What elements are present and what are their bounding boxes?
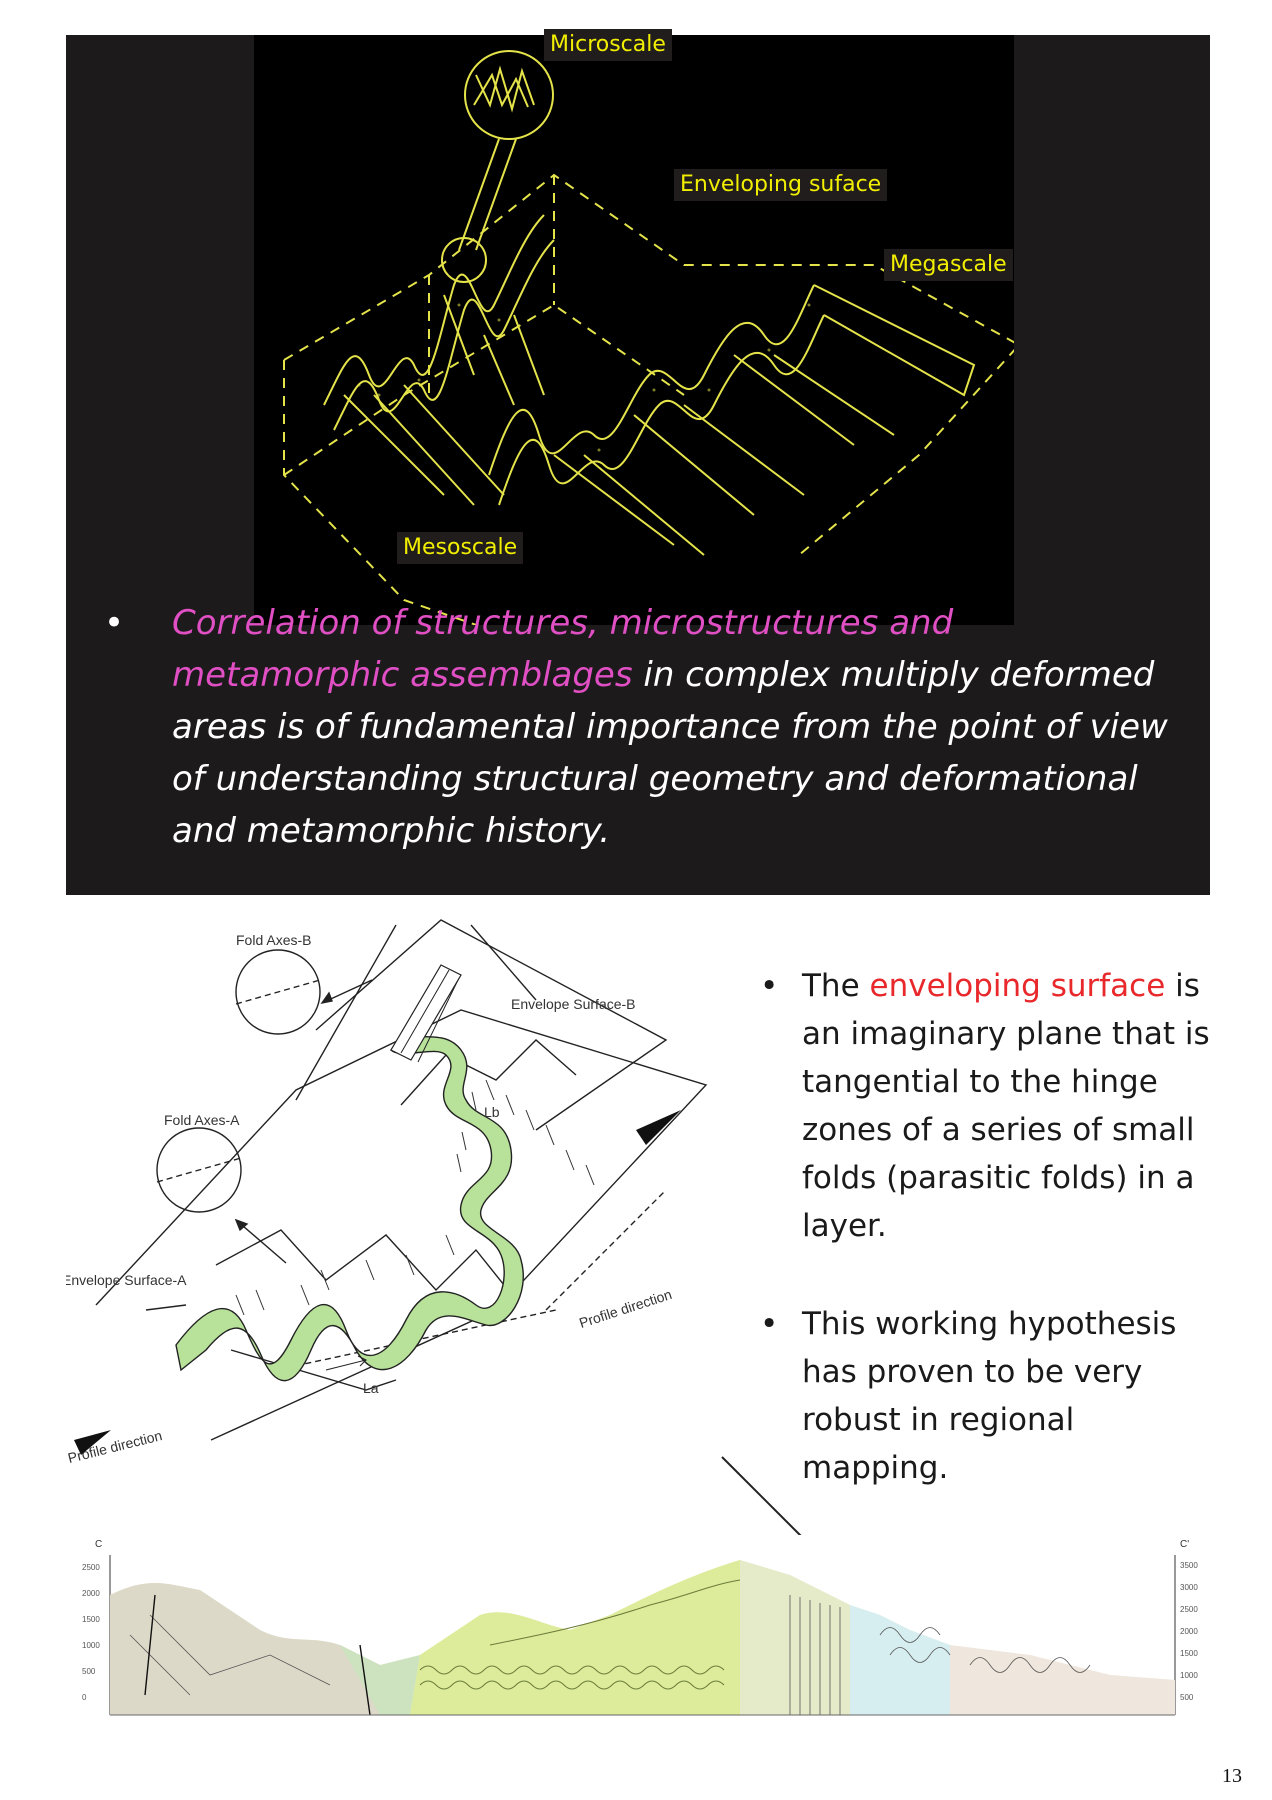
top-panel: Microscale Enveloping suface Megascale M… bbox=[66, 29, 1210, 895]
megascale-label: Megascale bbox=[884, 249, 1013, 281]
envelope-surface-a-label: Envelope Surface-A bbox=[66, 1272, 187, 1288]
left-elevation-axis: 2500 2000 1500 1000 500 0 bbox=[82, 1563, 100, 1702]
correlation-bullet: • Correlation of structures, microstruct… bbox=[104, 597, 1184, 857]
geologic-cross-section: C C' 2500 2000 1500 1000 500 0 3500 3000… bbox=[82, 1535, 1205, 1745]
enveloping-surface-explanation: • The enveloping surface is an imaginary… bbox=[760, 962, 1210, 1492]
enveloping-surface-label: Enveloping suface bbox=[674, 169, 888, 201]
bullet-dot: • bbox=[760, 968, 779, 1004]
enveloping-surface-term: enveloping surface bbox=[869, 968, 1166, 1004]
fold-scale-diagram: Microscale Enveloping suface Megascale M… bbox=[254, 29, 1021, 646]
fold-scale-drawing bbox=[283, 50, 1021, 646]
envelope-surface-drawing bbox=[74, 919, 708, 1455]
correlation-rest: in complex multiply deformed areas is of… bbox=[172, 655, 1168, 851]
section-end-label: C' bbox=[1180, 1539, 1190, 1550]
cross-section-drawing bbox=[109, 1555, 1176, 1716]
fold-layer-green bbox=[175, 1034, 524, 1382]
fold-axes-b-label: Fold Axes-B bbox=[236, 932, 312, 948]
envelope-surface-diagram: Fold Axes-B Envelope Surface-B Fold Axes… bbox=[66, 910, 734, 1475]
section-start-label: C bbox=[95, 1539, 103, 1550]
definition-bullet: • The enveloping surface is an imaginary… bbox=[760, 962, 1210, 1250]
correlation-highlight: Correlation of structures, microstructur… bbox=[172, 603, 954, 695]
bullet-dot: • bbox=[104, 603, 125, 643]
right-elevation-axis: 3500 3000 2500 2000 1500 1000 500 bbox=[1180, 1561, 1198, 1702]
bullet-dot: • bbox=[760, 1306, 779, 1342]
la-label: La bbox=[363, 1380, 379, 1396]
mesoscale-label: Mesoscale bbox=[397, 532, 524, 564]
microscale-label: Microscale bbox=[544, 29, 672, 61]
hypothesis-bullet: • This working hypothesis has proven to … bbox=[760, 1300, 1210, 1492]
lb-label: Lb bbox=[484, 1104, 500, 1120]
fold-axes-a-label: Fold Axes-A bbox=[164, 1112, 240, 1128]
page-number: 13 bbox=[1222, 1765, 1242, 1787]
envelope-surface-b-label: Envelope Surface-B bbox=[511, 996, 636, 1012]
